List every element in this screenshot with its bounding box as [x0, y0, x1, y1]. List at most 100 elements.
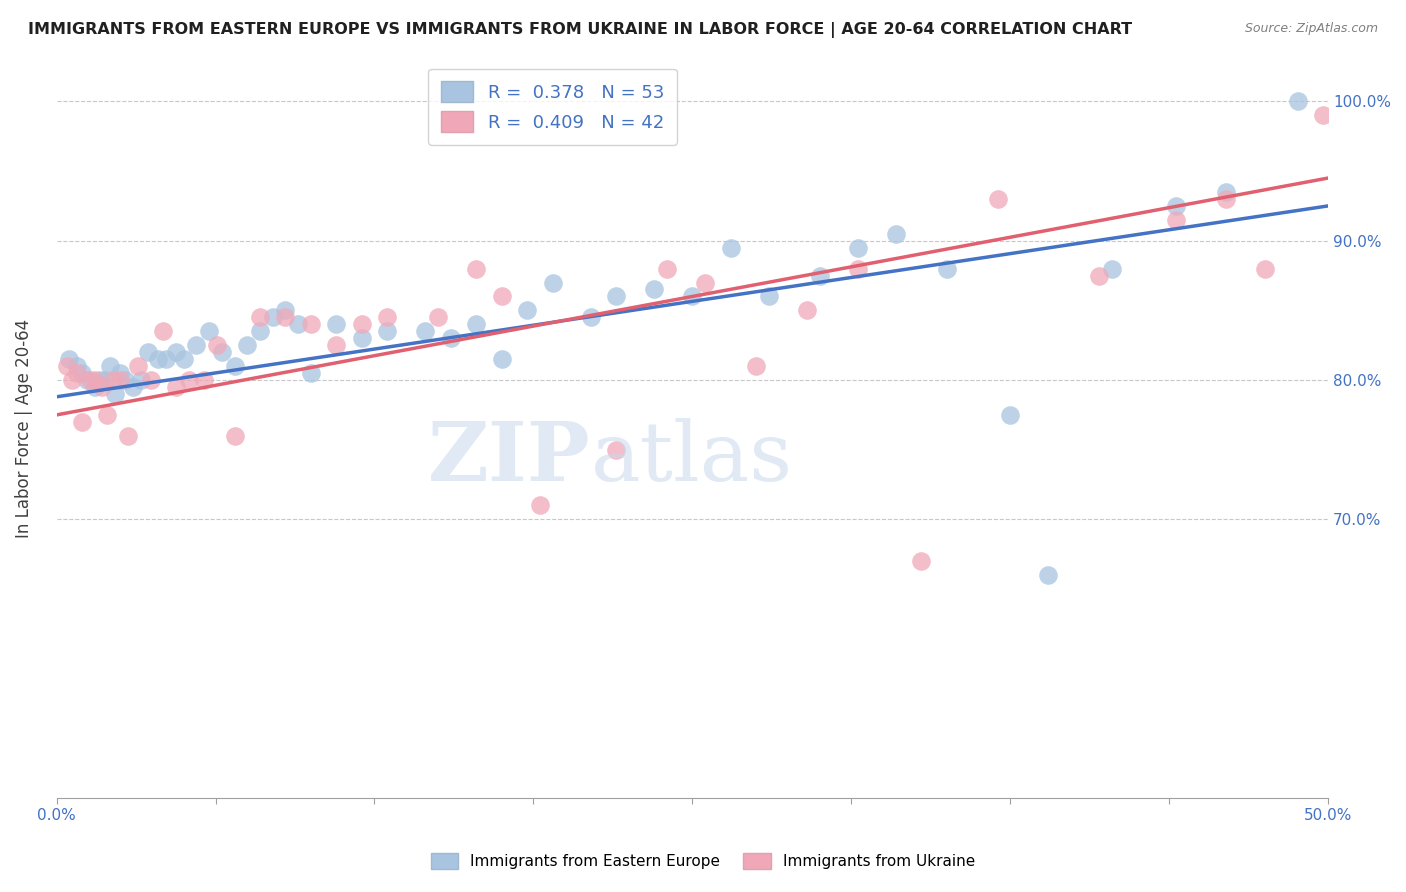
Point [224, 359, 246, 373]
Text: ZIP: ZIP [427, 418, 591, 499]
Point [55, 359, 77, 373]
Point [720, 241, 742, 255]
Point [70, 366, 93, 380]
Point [79, 373, 101, 387]
Point [96, 408, 118, 422]
Point [274, 310, 297, 325]
Point [1286, 95, 1309, 109]
Point [375, 310, 398, 325]
Point [465, 318, 488, 332]
Point [350, 331, 373, 345]
Point [1101, 261, 1123, 276]
Point [427, 310, 450, 325]
Point [76, 373, 98, 387]
Point [108, 366, 131, 380]
Point [415, 324, 437, 338]
Point [491, 352, 513, 367]
Point [104, 387, 127, 401]
Point [211, 345, 233, 359]
Point [299, 366, 322, 380]
Point [155, 352, 177, 367]
Point [224, 429, 246, 443]
Point [846, 241, 869, 255]
Point [236, 338, 259, 352]
Point [58, 352, 80, 367]
Point [796, 303, 818, 318]
Point [1088, 268, 1111, 283]
Point [249, 324, 271, 338]
Point [1038, 568, 1060, 582]
Point [89, 373, 111, 387]
Point [139, 373, 162, 387]
Point [287, 318, 309, 332]
Point [186, 338, 208, 352]
Point [274, 303, 297, 318]
Point [910, 554, 932, 568]
Point [884, 227, 907, 241]
Point [605, 289, 627, 303]
Point [846, 261, 869, 276]
Point [529, 499, 551, 513]
Point [579, 310, 602, 325]
Point [758, 289, 780, 303]
Point [198, 324, 221, 338]
Point [94, 373, 117, 387]
Point [350, 318, 373, 332]
Point [1164, 199, 1187, 213]
Point [136, 345, 159, 359]
Point [83, 373, 105, 387]
Point [1215, 192, 1237, 206]
Point [127, 359, 149, 373]
Point [66, 366, 89, 380]
Legend: R =  0.378   N = 53, R =  0.409   N = 42: R = 0.378 N = 53, R = 0.409 N = 42 [427, 69, 676, 145]
Point [655, 261, 678, 276]
Point [465, 261, 488, 276]
Point [1164, 212, 1187, 227]
Text: IMMIGRANTS FROM EASTERN EUROPE VS IMMIGRANTS FROM UKRAINE IN LABOR FORCE | AGE 2: IMMIGRANTS FROM EASTERN EUROPE VS IMMIGR… [28, 22, 1132, 38]
Point [745, 359, 768, 373]
Point [681, 289, 703, 303]
Point [165, 345, 187, 359]
Point [70, 415, 93, 429]
Text: atlas: atlas [591, 418, 793, 499]
Point [1312, 108, 1334, 122]
Point [152, 324, 174, 338]
Point [98, 359, 121, 373]
Point [249, 310, 271, 325]
Point [60, 373, 83, 387]
Point [165, 380, 187, 394]
Point [193, 373, 215, 387]
Point [935, 261, 957, 276]
Point [375, 324, 398, 338]
Point [440, 331, 463, 345]
Point [491, 289, 513, 303]
Y-axis label: In Labor Force | Age 20-64: In Labor Force | Age 20-64 [15, 319, 32, 539]
Point [299, 318, 322, 332]
Legend: Immigrants from Eastern Europe, Immigrants from Ukraine: Immigrants from Eastern Europe, Immigran… [425, 847, 981, 875]
Point [173, 352, 195, 367]
Point [693, 276, 716, 290]
Point [986, 192, 1008, 206]
Point [605, 442, 627, 457]
Text: Source: ZipAtlas.com: Source: ZipAtlas.com [1244, 22, 1378, 36]
Point [516, 303, 538, 318]
Point [1215, 185, 1237, 199]
Point [177, 373, 200, 387]
Point [643, 283, 665, 297]
Point [83, 380, 105, 394]
Point [205, 338, 228, 352]
Point [1253, 261, 1275, 276]
Point [325, 338, 347, 352]
Point [122, 380, 145, 394]
Point [108, 373, 131, 387]
Point [262, 310, 284, 325]
Point [148, 352, 170, 367]
Point [91, 380, 114, 394]
Point [541, 276, 564, 290]
Point [808, 268, 831, 283]
Point [114, 373, 136, 387]
Point [129, 373, 152, 387]
Point [1000, 408, 1022, 422]
Point [117, 429, 139, 443]
Point [66, 359, 89, 373]
